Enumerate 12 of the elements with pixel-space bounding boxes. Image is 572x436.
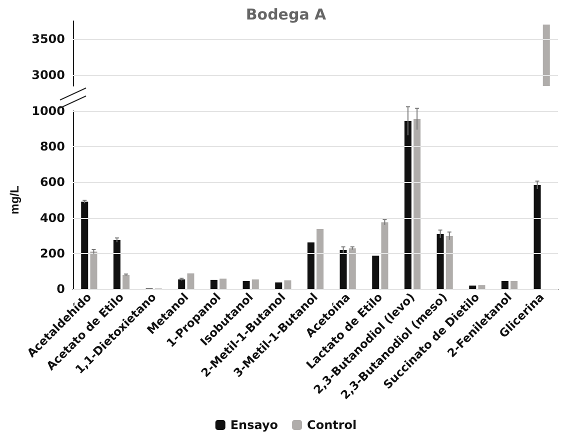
y-tick-label: 400 <box>40 210 65 225</box>
y-tick-label: 0 <box>56 282 65 296</box>
legend-label: Control <box>307 418 357 432</box>
y-tick-label: 200 <box>40 246 65 260</box>
y-tick-label: 800 <box>40 140 65 154</box>
chart-title: Bodega A <box>246 6 327 24</box>
y-tick-label: 600 <box>40 175 65 190</box>
legend-label: Ensayo <box>230 418 278 432</box>
y-tick-label: 3500 <box>32 32 65 46</box>
y-tick-label: 1000 <box>32 104 65 118</box>
y-axis-title: mg/L <box>8 186 22 214</box>
y-tick-label: 3000 <box>32 68 65 82</box>
